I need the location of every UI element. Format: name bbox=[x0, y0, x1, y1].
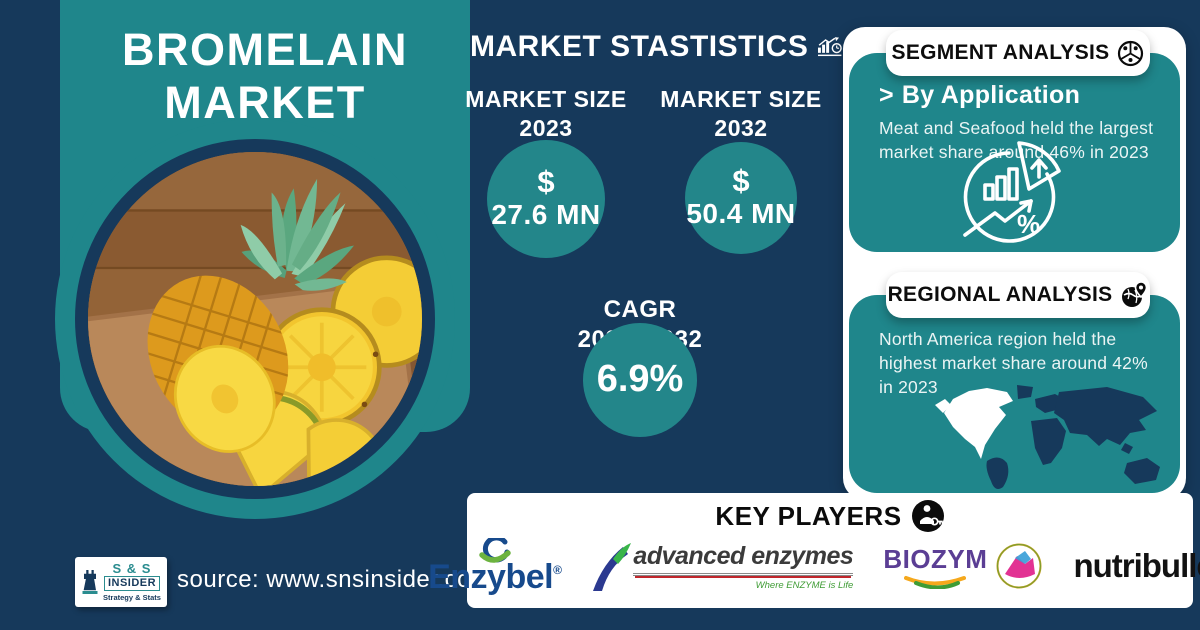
market-size-2023-label-line1: MARKET SIZE bbox=[465, 86, 627, 112]
market-size-2032-circle: $ 50.4 MN bbox=[685, 142, 797, 254]
key-players-logo-row: Enzybel® advanced enzymes Where ENZYME i… bbox=[428, 533, 1200, 599]
title-line-1: BROMELAIN bbox=[122, 24, 408, 75]
pie-segments-icon bbox=[1118, 40, 1144, 66]
market-size-2032-value: 50.4 MN bbox=[686, 198, 796, 229]
enzybel-logo-text: Enzybel® bbox=[428, 558, 562, 596]
regional-analysis-body: North America region held the highest ma… bbox=[879, 329, 1148, 398]
sns-logo-line3: Strategy & Stats bbox=[103, 593, 161, 603]
chevron-right-icon: > bbox=[879, 81, 894, 109]
segment-analysis-body: Meat and Seafood held the largest market… bbox=[879, 118, 1154, 163]
pineapple-photo-circle bbox=[75, 139, 435, 499]
world-map bbox=[935, 385, 1160, 489]
key-players-heading-row: KEY PLAYERS bbox=[467, 499, 1193, 533]
market-size-2023-label: MARKET SIZE 2023 bbox=[446, 85, 646, 143]
sns-insider-logo: S & S INSIDER Strategy & Stats bbox=[75, 557, 167, 607]
analysis-panel: SEGMENT ANALYSIS > By Application Meat an… bbox=[843, 27, 1186, 500]
chess-rook-icon bbox=[82, 570, 98, 594]
registered-mark: ® bbox=[553, 563, 562, 577]
market-size-2032-label-line2: 2032 bbox=[714, 114, 768, 141]
stats-heading-text: MARKET STASTISTICS bbox=[470, 30, 809, 63]
market-size-2032-label-line1: MARKET SIZE bbox=[660, 86, 822, 112]
market-size-2023-label-line2: 2023 bbox=[519, 114, 573, 141]
key-players-heading: KEY PLAYERS bbox=[715, 500, 902, 531]
page-title: BROMELAIN MARKET bbox=[60, 24, 470, 129]
enzybel-logo-icon bbox=[479, 538, 511, 563]
segment-analysis-subtitle: > By Application bbox=[879, 81, 1080, 110]
market-size-2032-label: MARKET SIZE 2032 bbox=[641, 85, 841, 143]
segment-analysis-pill: SEGMENT ANALYSIS bbox=[886, 30, 1150, 76]
stats-heading-row: MARKET STASTISTICS bbox=[470, 30, 843, 64]
source-url[interactable]: source: www.snsinsider.com bbox=[177, 566, 492, 593]
svg-text:%: % bbox=[1017, 209, 1040, 239]
pie-chart-growth-icon: % bbox=[962, 141, 1061, 243]
globe-pin-icon bbox=[1122, 281, 1148, 307]
advanced-enzymes-logo-text: advanced enzymes bbox=[633, 542, 854, 576]
market-size-2023-value: 27.6 MN bbox=[491, 199, 601, 230]
segment-analysis-box: > By Application Meat and Seafood held th… bbox=[849, 53, 1180, 252]
sns-logo-line1: S & S bbox=[112, 561, 152, 577]
market-size-2023-circle: $ 27.6 MN bbox=[487, 140, 605, 258]
title-line-2: MARKET bbox=[164, 76, 366, 128]
regional-analysis-box: North America region held the highest ma… bbox=[849, 295, 1180, 493]
pineapple-illustration bbox=[88, 152, 422, 486]
person-key-icon bbox=[911, 500, 944, 532]
segment-analysis-pill-label: SEGMENT ANALYSIS bbox=[891, 41, 1110, 64]
currency-symbol-2023: $ bbox=[537, 164, 555, 199]
regional-analysis-pill: REGIONAL ANALYSIS bbox=[886, 272, 1150, 318]
advanced-enzymes-tagline: Where ENZYME is Life bbox=[755, 580, 854, 591]
logo-enzybel: Enzybel® bbox=[428, 538, 562, 596]
segment-analysis-subtitle-text: By Application bbox=[901, 81, 1081, 109]
cagr-value: 6.9% bbox=[596, 358, 684, 401]
biozym-emblem-icon bbox=[996, 543, 1042, 589]
nutribullet-logo-text: nutribullet. bbox=[1073, 547, 1200, 584]
regional-analysis-pill-label: REGIONAL ANALYSIS bbox=[887, 283, 1113, 306]
logo-biozym: BIOZYM bbox=[883, 542, 1043, 590]
cagr-label-line1: CAGR bbox=[603, 296, 677, 323]
growth-chart-icon bbox=[818, 37, 843, 57]
currency-symbol-2032: $ bbox=[732, 163, 750, 198]
biozym-swoosh-icon bbox=[904, 575, 967, 589]
logo-advanced-enzymes: advanced enzymes Where ENZYME is Life bbox=[591, 541, 854, 591]
logo-nutribullet: nutribullet. bbox=[1073, 547, 1200, 585]
key-players-section: KEY PLAYERS Enzybel® bbox=[428, 493, 1200, 608]
advanced-enzymes-swoosh-icon bbox=[593, 543, 632, 591]
sns-logo-line2: INSIDER bbox=[103, 576, 161, 592]
cagr-circle: 6.9% bbox=[583, 323, 697, 437]
biozym-logo-text: BIOZYM bbox=[883, 543, 988, 574]
